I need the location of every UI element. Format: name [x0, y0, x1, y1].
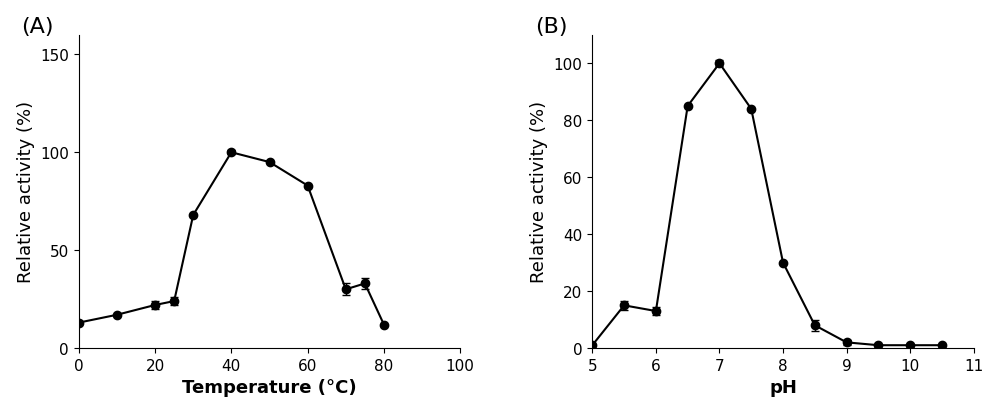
Y-axis label: Relative activity (%): Relative activity (%) — [530, 101, 548, 283]
X-axis label: pH: pH — [769, 378, 797, 396]
X-axis label: Temperature (°C): Temperature (°C) — [182, 378, 357, 396]
Text: (B): (B) — [535, 17, 568, 37]
Y-axis label: Relative activity (%): Relative activity (%) — [17, 101, 35, 283]
Text: (A): (A) — [22, 17, 54, 37]
